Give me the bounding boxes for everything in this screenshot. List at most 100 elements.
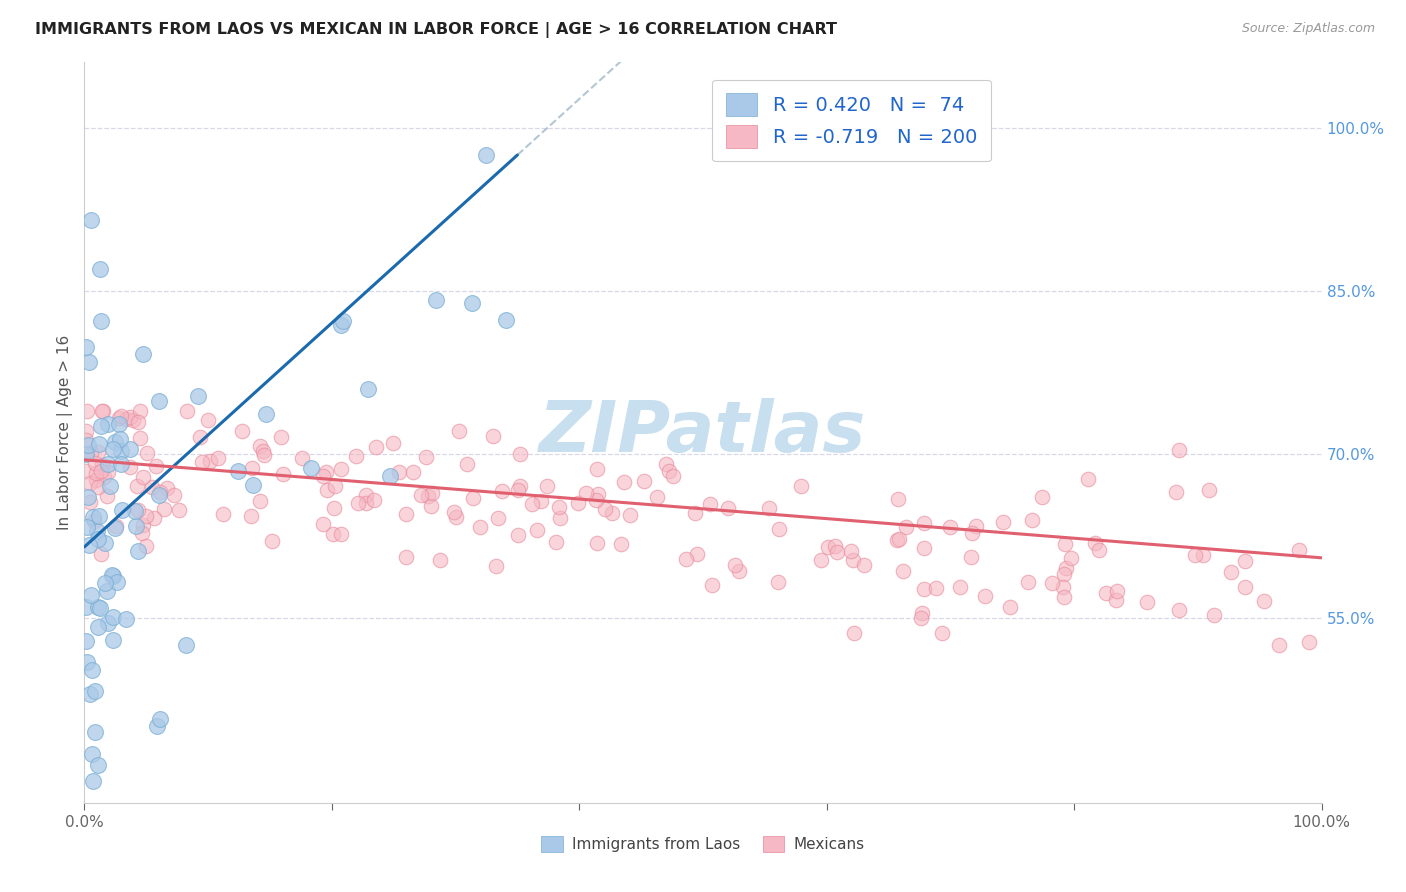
Point: [77, 438, 100, 452]
Point: [115, 612, 138, 626]
Point: [1136, 595, 1159, 609]
Point: [75, 447, 97, 461]
Point: [89, 601, 111, 615]
Point: [544, 535, 567, 549]
Point: [104, 521, 127, 535]
Point: [658, 464, 681, 478]
Text: Source: ZipAtlas.com: Source: ZipAtlas.com: [1241, 22, 1375, 36]
Point: [810, 553, 832, 567]
Point: [887, 533, 910, 547]
Point: [475, 148, 498, 162]
Point: [80, 446, 103, 460]
Point: [262, 534, 284, 549]
Point: [896, 520, 918, 534]
Point: [420, 500, 443, 514]
Point: [128, 404, 150, 418]
Point: [76, 404, 98, 418]
Point: [90, 547, 112, 561]
Point: [486, 511, 509, 525]
Point: [290, 450, 312, 465]
Point: [329, 527, 352, 541]
Point: [344, 450, 367, 464]
Point: [97, 457, 120, 471]
Point: [1105, 584, 1128, 599]
Point: [378, 469, 401, 483]
Point: [1168, 442, 1191, 457]
Point: [226, 464, 249, 478]
Point: [585, 536, 607, 550]
Point: [844, 626, 866, 640]
Point: [887, 491, 910, 506]
Point: [103, 632, 125, 647]
Point: [87, 599, 110, 614]
Point: [728, 564, 751, 578]
Point: [145, 458, 167, 473]
Point: [482, 429, 505, 443]
Point: [758, 501, 780, 516]
Point: [965, 519, 987, 533]
Point: [143, 510, 166, 524]
Point: [790, 479, 813, 493]
Legend: Immigrants from Laos, Mexicans: Immigrants from Laos, Mexicans: [536, 830, 870, 858]
Point: [447, 424, 470, 438]
Point: [924, 581, 946, 595]
Point: [357, 382, 380, 396]
Point: [103, 442, 125, 456]
Point: [853, 558, 876, 572]
Point: [548, 511, 571, 525]
Point: [79, 495, 101, 509]
Point: [825, 545, 848, 559]
Point: [149, 712, 172, 726]
Point: [270, 430, 292, 444]
Point: [409, 488, 432, 502]
Point: [886, 533, 908, 547]
Point: [1084, 535, 1107, 549]
Point: [84, 684, 107, 698]
Point: [354, 488, 377, 502]
Point: [107, 411, 129, 425]
Point: [96, 489, 118, 503]
Point: [1268, 638, 1291, 652]
Point: [174, 638, 197, 652]
Point: [429, 553, 451, 567]
Point: [75, 447, 97, 461]
Point: [87, 532, 110, 546]
Point: [97, 466, 120, 480]
Point: [273, 467, 295, 482]
Point: [87, 620, 110, 634]
Point: [131, 526, 153, 541]
Point: [82, 663, 104, 677]
Point: [586, 461, 609, 475]
Point: [938, 520, 960, 534]
Point: [1288, 542, 1310, 557]
Point: [77, 538, 100, 552]
Point: [105, 575, 128, 590]
Point: [700, 578, 723, 592]
Point: [129, 432, 152, 446]
Point: [97, 616, 120, 631]
Point: [717, 500, 740, 515]
Point: [141, 480, 163, 494]
Point: [443, 505, 465, 519]
Point: [1052, 580, 1074, 594]
Point: [332, 314, 354, 328]
Point: [86, 524, 108, 538]
Point: [495, 312, 517, 326]
Point: [323, 501, 346, 516]
Point: [931, 626, 953, 640]
Point: [127, 479, 149, 493]
Y-axis label: In Labor Force | Age > 16: In Labor Force | Age > 16: [58, 335, 73, 530]
Point: [839, 544, 862, 558]
Point: [1095, 585, 1118, 599]
Point: [724, 558, 747, 573]
Point: [136, 446, 159, 460]
Point: [949, 580, 972, 594]
Point: [491, 483, 513, 498]
Point: [191, 455, 214, 469]
Point: [148, 394, 170, 409]
Point: [90, 314, 112, 328]
Point: [89, 509, 111, 524]
Point: [322, 527, 344, 541]
Point: [1017, 574, 1039, 589]
Point: [198, 454, 221, 468]
